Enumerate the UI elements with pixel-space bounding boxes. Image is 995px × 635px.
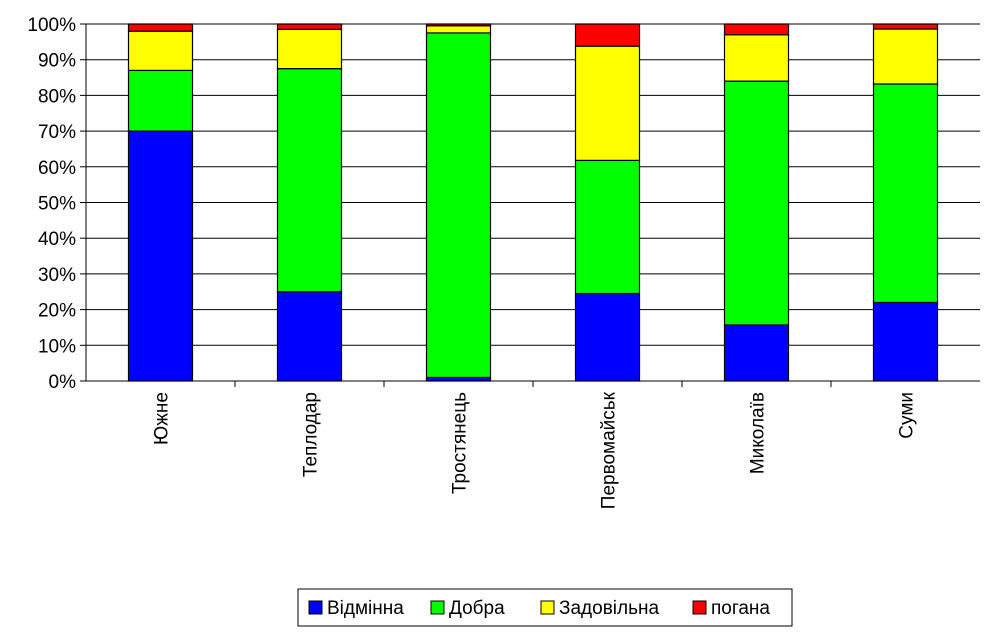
bar-segment — [872, 28, 939, 85]
bar-segment — [425, 23, 492, 27]
bar-segment — [425, 25, 492, 34]
bar-segment — [723, 80, 790, 326]
category-label: Миколаїв — [748, 392, 769, 474]
bar-segment — [276, 23, 343, 30]
bars — [127, 23, 939, 382]
y-tick-label: 20% — [38, 301, 76, 322]
y-tick-label: 50% — [38, 194, 76, 215]
legend: Відмінна Добра Задовільна погана — [297, 588, 793, 627]
bar-segment — [872, 301, 939, 382]
bar-segment — [425, 32, 492, 379]
y-tick-label: 90% — [38, 51, 76, 72]
y-tick-label: 40% — [38, 229, 76, 250]
axes — [80, 23, 980, 387]
y-tick-label: 70% — [38, 122, 76, 143]
bar-segment — [723, 23, 790, 36]
legend-label: Добра — [449, 598, 505, 619]
bar-segment — [127, 69, 194, 132]
legend-label: Задовільна — [559, 598, 659, 619]
y-tick-label: 80% — [38, 86, 76, 107]
bar-segment — [574, 23, 641, 47]
bar-segment — [276, 28, 343, 70]
legend-label: погана — [711, 598, 770, 619]
legend-swatch — [430, 600, 445, 615]
y-tick-label: 100% — [27, 15, 76, 36]
y-tick-label: 10% — [38, 336, 76, 357]
category-label: Теплодар — [301, 392, 322, 477]
y-tick-label: 30% — [38, 265, 76, 286]
y-tick-labels: 0% 10% 20% 30% 40% 50% 60% 70% 80% 90% 100% — [27, 15, 76, 393]
bar-segment — [276, 68, 343, 293]
bar-segment — [574, 45, 641, 161]
legend-swatch — [692, 600, 707, 615]
category-labels: Южне Теплодар Тростянець Первомайськ Миколаї… — [152, 391, 918, 509]
category-label: Южне — [152, 392, 173, 445]
y-tick-label: 60% — [38, 158, 76, 179]
bar-segment — [723, 34, 790, 82]
bar-segment — [276, 291, 343, 382]
bar-segment — [127, 30, 194, 72]
bar-segment — [127, 23, 194, 32]
bar-segment — [574, 292, 641, 382]
bar-segment — [127, 130, 194, 382]
bar-segment — [723, 324, 790, 382]
bar-segment — [872, 23, 939, 30]
bar-segment — [872, 83, 939, 304]
bar-segment — [574, 159, 641, 295]
gridlines — [86, 23, 980, 346]
category-label: Первомайськ — [599, 391, 620, 509]
category-label: Суми — [897, 392, 918, 439]
legend-swatch — [540, 600, 555, 615]
category-label: Тростянець — [450, 392, 471, 494]
legend-swatch — [308, 600, 323, 615]
legend-label: Відмінна — [327, 598, 404, 619]
y-tick-label: 0% — [49, 372, 77, 393]
